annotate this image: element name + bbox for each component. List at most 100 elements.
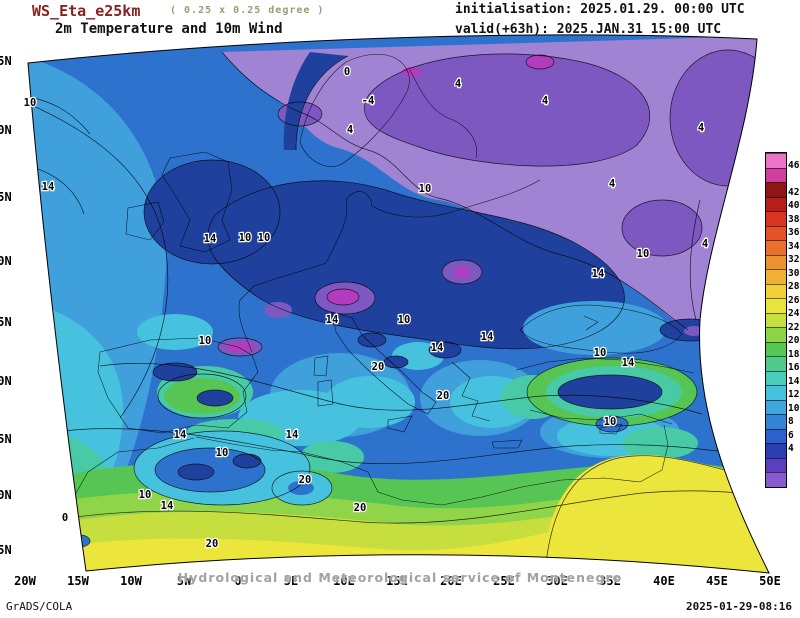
colorbar-tick-label: 24 [788,308,800,319]
contour-label: 14 [161,500,174,512]
colorbar-cell [766,414,786,429]
chart-title: 2m Temperature and 10m Wind [55,21,283,37]
lat-tick-label: 60N [0,123,12,137]
lat-tick-label: 50N [0,254,12,268]
lon-tick-label: 20W [14,574,36,588]
contour-label: 14 [286,429,299,441]
colorbar-tick-label: 42 [788,186,800,198]
contour-label: 14 [481,331,494,343]
contour-label: 10 [216,447,229,459]
colorbar-cell [766,443,786,458]
colorbar-cell [766,370,786,385]
contour-label: 14 [431,342,444,354]
contour-label: 14 [326,314,339,326]
colorbar-tick-label: 34 [788,240,800,252]
contour-label: 20 [437,390,450,402]
lon-tick-label: 30E [546,574,568,588]
lon-tick-label: 10E [333,574,355,588]
colorbar-cell [766,283,786,298]
lon-tick-label: 50E [759,574,781,588]
colorbar-cell [766,399,786,414]
map-boundary [27,34,770,574]
contour-label: 0 [62,512,68,524]
contour-labels: 10 14 0 -4 4 4 4 10 4 4 14 10 10 10 14 4 14 10 10 14 14 10 14 2… [22,65,709,551]
contour-label: 10 [604,416,617,428]
colorbar-cell [766,240,786,255]
model-resolution: ( 0.25 x 0.25 degree ) [170,5,325,16]
colorbar-cell [766,182,786,197]
colorbar-tick-label: 20 [788,335,800,346]
lat-tick-label: 40N [0,374,12,388]
contour-label: 14 [174,429,187,441]
contour-label: -4 [362,95,375,107]
contour-label: 4 [347,124,353,136]
lon-tick-label: 25E [493,574,515,588]
lat-tick-label: 25N [0,543,12,557]
colorbar-tick-label: 36 [788,227,800,238]
contour-label: 10 [594,347,607,359]
lon-tick-label: 5W [176,574,192,588]
colorbar-tick-label: 40 [788,200,800,211]
colorbar-tick-label: 18 [788,348,800,360]
colorbar-cell [766,356,786,371]
colorbar-cell [766,254,786,269]
lat-tick-label: 55N [0,190,12,204]
colorbar-tick-label: 6 [788,429,794,441]
contour-label: 10 [139,489,152,501]
lon-tick-label: 10W [120,574,142,588]
lon-tick-label: 20E [440,574,462,588]
contour-label: 4 [455,78,461,90]
contour-label: 14 [592,268,605,280]
colorbar-tick-label: 22 [788,321,800,333]
contour-label: 20 [354,502,367,514]
lon-tick-label: 5E [283,574,299,588]
lat-tick-label: 35N [0,432,12,446]
contour-label: 10 [637,248,650,260]
coastlines [71,54,763,506]
contour-label: 20 [372,361,385,373]
lon-tick-label: 0 [234,574,242,588]
colorbar-cell [766,327,786,342]
grads-credit: GrADS/COLA [6,600,73,613]
colorbar-tick-label: 26 [788,294,800,306]
contour-label: 14 [42,181,55,193]
initialisation-time: initialisation: 2025.01.29. 00:00 UTC [455,2,745,17]
contour-label: 10 [199,335,212,347]
colorbar-cell [766,428,786,443]
contour-label: 20 [206,538,219,550]
lon-tick-label: 35E [599,574,621,588]
colorbar-cell [766,472,786,487]
colorbar-cell [766,153,786,168]
colorbar [765,152,787,488]
colorbar-cell [766,312,786,327]
lat-tick-label: 30N [0,488,12,502]
colorbar-tick-label: 10 [788,402,800,414]
colorbar-tick-label: 46 [788,159,800,171]
colorbar-cell [766,385,786,400]
valid-time: valid(+63h): 2025.JAN.31 15:00 UTC [455,22,722,37]
contour-label: 4 [542,95,548,107]
lon-tick-label: 45E [706,574,728,588]
colorbar-tick-label: 12 [788,389,800,400]
contour-label: 10 [24,97,37,109]
contour-lines [28,49,769,573]
contour-label: 14 [204,233,217,245]
watermark: Hydrological and Meteorological service … [177,570,623,585]
contour-label: 4 [609,178,615,190]
contour-label: 10 [258,232,271,244]
colorbar-tick-label: 30 [788,267,800,279]
colorbar-tick-label: 4 [788,443,794,454]
lon-tick-label: 15W [67,574,89,588]
contour-label: 10 [419,183,432,195]
contour-label: 14 [622,357,635,369]
lon-tick-label: 40E [653,574,675,588]
creation-timestamp: 2025-01-29-08:16 [686,600,792,613]
lon-tick-label: 15E [386,574,408,588]
colorbar-tick-label: 14 [788,375,800,387]
lat-tick-label: 65N [0,54,12,68]
colorbar-cell [766,167,786,182]
contour-label: 20 [299,474,312,486]
model-name: WS_Eta_e25km [32,2,141,20]
